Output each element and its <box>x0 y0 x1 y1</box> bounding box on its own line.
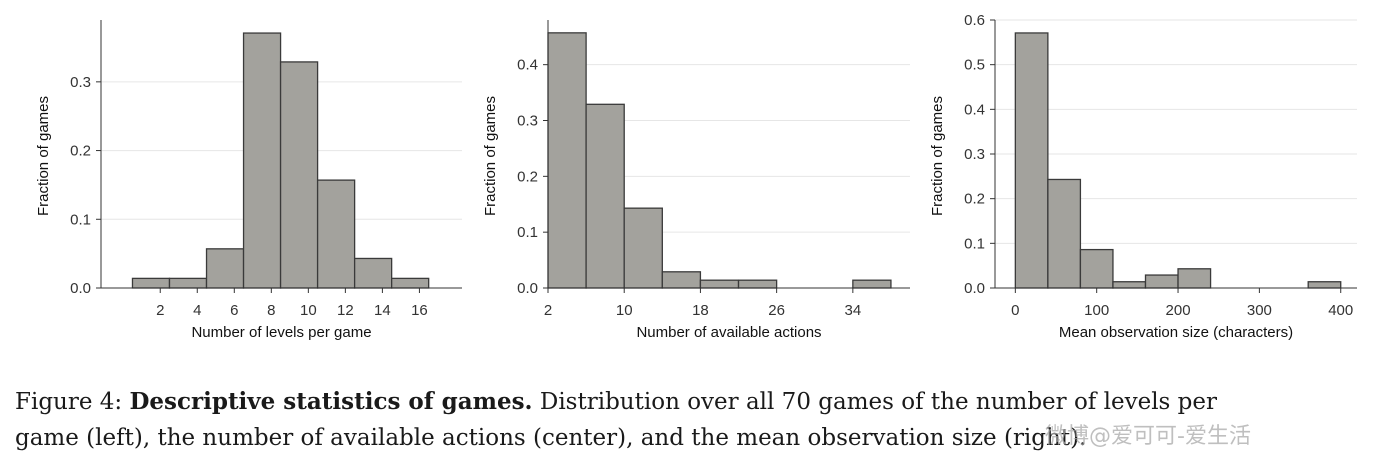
chart-2-xtick-label-1: 10 <box>616 302 633 319</box>
chart-1-ylabel: Fraction of games <box>35 96 52 216</box>
chart-3-bar-1 <box>1047 178 1082 289</box>
chart-1-xtick-label-1: 4 <box>193 302 201 319</box>
chart-1-ytick-label-2: 0.2 <box>70 143 91 160</box>
chart-3-ytick-label-3: 0.3 <box>964 146 985 163</box>
chart-3-bar-9 <box>1307 281 1342 289</box>
chart-1-ytick-label-3: 0.3 <box>70 74 91 91</box>
chart-3-ylabel: Fraction of games <box>929 96 946 216</box>
chart-3-ytick-label-5: 0.5 <box>964 57 985 74</box>
chart-2-bar-3 <box>661 271 702 289</box>
chart-2-xtick-label-0: 2 <box>544 302 552 319</box>
chart-2-ytick-label-0: 0.0 <box>517 280 538 297</box>
chart-2-bar-5 <box>737 279 778 289</box>
chart-1-bar-0 <box>131 277 171 289</box>
chart-1-xtick-label-3: 8 <box>267 302 275 319</box>
chart-1-bar-7 <box>391 277 430 289</box>
chart-3-xtick-label-4: 400 <box>1328 302 1353 319</box>
chart-1-ytick-label-1: 0.1 <box>70 211 91 228</box>
chart-2-ytick-label-4: 0.4 <box>517 57 538 74</box>
chart-1-xtick-label-7: 16 <box>411 302 428 319</box>
chart-3-ytick-label-6: 0.6 <box>964 12 985 29</box>
watermark: 微博@爱可可-爱生活 <box>1045 424 1251 449</box>
chart-1-xlabel: Number of levels per game <box>191 324 371 341</box>
chart-2-xtick-label-4: 34 <box>844 302 861 319</box>
chart-3-xtick-label-1: 100 <box>1084 302 1109 319</box>
chart-1-bar-4 <box>279 61 319 289</box>
chart-2-xtick-label-2: 18 <box>692 302 709 319</box>
chart-3-xtick-label-0: 0 <box>1011 302 1019 319</box>
chart-2-ytick-label-1: 0.1 <box>517 224 538 241</box>
chart-3-xtick-label-3: 300 <box>1247 302 1272 319</box>
chart-2-bar-0 <box>547 32 587 289</box>
caption-line1: Distribution over all 70 games of the nu… <box>532 389 1217 415</box>
chart-3-xtick-label-2: 200 <box>1166 302 1191 319</box>
chart-3-ytick-label-1: 0.1 <box>964 235 985 252</box>
chart-3-bar-5 <box>1177 268 1212 289</box>
chart-3-bar-0 <box>1014 32 1049 289</box>
chart-2-ytick-label-3: 0.3 <box>517 113 538 130</box>
chart-3-ytick-label-4: 0.4 <box>964 101 985 118</box>
chart-1-xtick-label-0: 2 <box>156 302 164 319</box>
histogram-figure: 0.0 0.1 0.2 0.3 2 4 6 8 10 12 14 16 Number of levels… <box>35 12 1357 341</box>
chart-2-ytick-label-2: 0.2 <box>517 168 538 185</box>
chart-3-xlabel: Mean observation size (characters) <box>1059 324 1293 341</box>
chart-2-xtick-label-3: 26 <box>768 302 785 319</box>
chart-1-xtick-label-4: 10 <box>300 302 317 319</box>
caption-prefix: Figure 4: <box>15 389 130 415</box>
chart-1-bar-1 <box>168 277 208 289</box>
caption-bold: Descriptive statistics of games. <box>129 388 533 415</box>
chart-3-bar-4 <box>1144 274 1179 289</box>
chart-1-bar-3 <box>242 32 282 289</box>
chart-2-bar-4 <box>699 279 740 289</box>
chart-1-xtick-label-5: 12 <box>337 302 354 319</box>
chart-3-ytick-label-0: 0.0 <box>964 280 985 297</box>
chart-2-bar-8 <box>852 279 892 289</box>
chart-2-bar-1 <box>585 103 625 289</box>
chart-3-ytick-label-2: 0.2 <box>964 191 985 208</box>
chart-1-xtick-label-6: 14 <box>374 302 391 319</box>
chart-1-bar-6 <box>353 257 393 289</box>
chart-2-xlabel: Number of available actions <box>636 324 821 341</box>
chart-1-xtick-label-2: 6 <box>230 302 238 319</box>
chart-2-bar-2 <box>623 207 663 289</box>
chart-3-bar-3 <box>1112 281 1147 289</box>
chart-1-bar-5 <box>316 179 356 289</box>
caption-line2: game (left), the number of available act… <box>15 425 1087 451</box>
figure-panels: 0.0 0.1 0.2 0.3 2 4 6 8 10 12 14 16 Number of levels… <box>35 12 1357 341</box>
figure-caption: Figure 4: Descriptive statistics of game… <box>15 384 1380 456</box>
chart-1-bar-2 <box>205 248 245 289</box>
chart-2-ylabel: Fraction of games <box>482 96 499 216</box>
chart-1-ytick-label-0: 0.0 <box>70 280 91 297</box>
chart-3-bar-2 <box>1079 248 1114 289</box>
